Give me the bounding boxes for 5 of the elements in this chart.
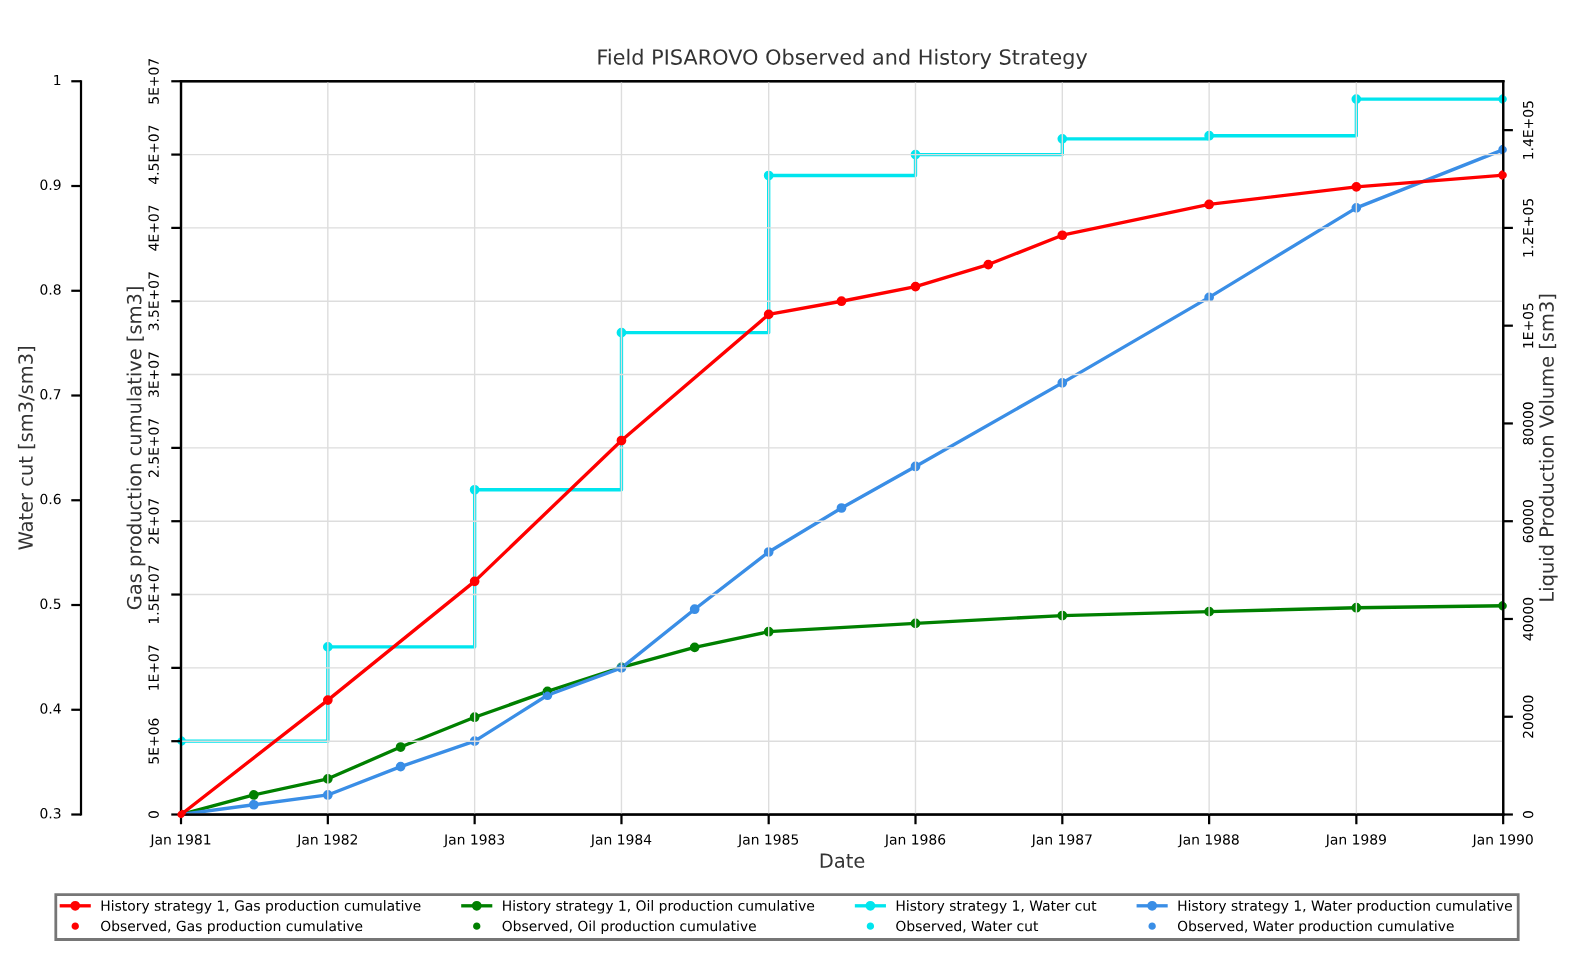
y-axis-title: Gas production cumulative [sm3] [126, 287, 146, 610]
y3-axis-title: Water cut [sm3/sm3] [17, 347, 36, 550]
x-axis-title: Date [820, 853, 865, 869]
chart-title: Field PISAROVO Observed and History Strategy [598, 48, 1088, 69]
y2-axis-title: Liquid Production Volume [sm3] [1538, 294, 1558, 601]
